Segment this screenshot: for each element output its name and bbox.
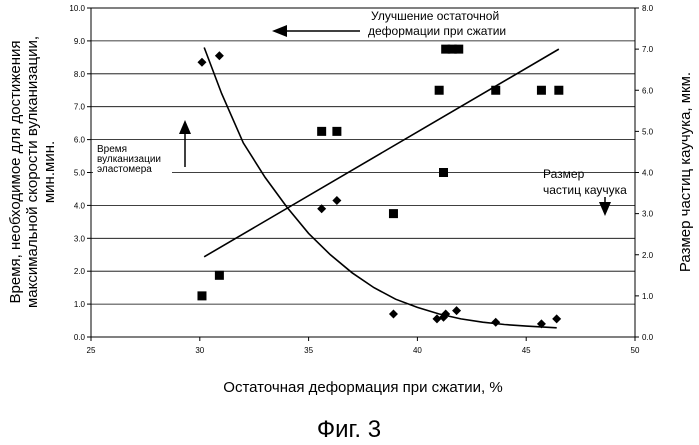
square-point-5 [434, 85, 444, 95]
annotation-compression: Улучшение остаточной деформации при сжат… [272, 9, 506, 38]
square-point-3 [332, 126, 342, 136]
x-tick-label-0: 25 [87, 346, 96, 355]
left-y-tick-label-4: 4.0 [74, 201, 86, 210]
annotation-compression-line-2: деформации при сжатии [368, 24, 506, 38]
square-point-9 [454, 44, 464, 54]
square-point-4 [388, 209, 398, 219]
left-y-axis-title-line-2: максимальной скорости вулканизации, [24, 36, 41, 308]
left-y-tick-labels: 0.0 1.0 2.0 3.0 4.0 5.0 6.0 7.0 8.0 9.0 10.0 [69, 4, 85, 342]
x-tick-label-4: 45 [522, 346, 531, 355]
annotation-cure-time-line-2: вулканизации [97, 154, 161, 165]
left-y-tick-label-3: 3.0 [74, 234, 86, 243]
right-y-tick-label-3: 3.0 [642, 210, 654, 219]
right-y-tick-label-8: 8.0 [642, 4, 654, 13]
left-y-tick-label-5: 5.0 [74, 169, 86, 178]
annotation-cure-time-arrow-head [179, 120, 191, 134]
diamond-point-5 [432, 314, 442, 324]
square-point-11 [536, 85, 546, 95]
left-y-axis-title-line-3: мин.мин. [41, 141, 58, 203]
diamond-point-10 [536, 319, 546, 329]
square-point-6 [439, 168, 449, 177]
right-y-axis-title: Размер частиц каучука, мкм. [677, 72, 694, 272]
grid-lines [91, 40, 635, 305]
figure-caption: Фиг. 3 [317, 416, 381, 443]
x-tick-label-5: 50 [631, 346, 640, 355]
right-y-tick-label-4: 4.0 [642, 169, 654, 178]
annotation-cure-time-line-3: эластомера [97, 164, 152, 175]
diamond-point-8 [452, 306, 462, 316]
x-tick-labels: 25 30 35 40 45 50 [87, 346, 640, 355]
left-y-axis-title: Время, необходимое для достижения максим… [7, 36, 58, 308]
square-point-1 [214, 270, 224, 280]
left-y-tick-label-10: 10.0 [69, 4, 85, 13]
x-axis-title: Остаточная деформация при сжатии, % [223, 379, 502, 396]
right-y-tick-label-2: 2.0 [642, 251, 654, 260]
square-point-10 [491, 85, 501, 95]
right-y-tick-label-7: 7.0 [642, 45, 654, 54]
square-point-7 [441, 44, 451, 54]
left-y-tick-label-7: 7.0 [74, 103, 86, 112]
annotation-particle-line-1: Размер [543, 167, 585, 181]
right-y-tick-labels: 0.0 1.0 2.0 3.0 4.0 5.0 6.0 7.0 8.0 [642, 4, 654, 342]
fit-line-particle-size [203, 48, 560, 258]
annotation-particle-arrow-head [599, 202, 611, 216]
left-y-tick-label-1: 1.0 [74, 300, 86, 309]
annotation-cure-time: Время вулканизации эластомера [93, 120, 191, 175]
diamond-point-11 [552, 314, 562, 324]
annotation-particle-line-2: частиц каучука [543, 183, 627, 197]
diamond-point-4 [388, 309, 398, 319]
left-y-tick-label-0: 0.0 [74, 333, 86, 342]
x-tick-label-3: 40 [413, 346, 422, 355]
annotation-cure-time-line-1: Время [97, 144, 127, 155]
diamond-point-2 [317, 204, 327, 214]
left-y-tick-label-9: 9.0 [74, 37, 86, 46]
x-tick-label-1: 30 [195, 346, 204, 355]
tick-marks [87, 7, 639, 341]
diamond-point-0 [197, 57, 207, 67]
diamond-point-1 [214, 51, 224, 61]
fit-curve-cure-time [203, 47, 557, 329]
annotation-compression-line-1: Улучшение остаточной [371, 9, 499, 23]
annotation-particle-size: Размер частиц каучука [543, 167, 627, 216]
left-y-tick-label-2: 2.0 [74, 267, 86, 276]
square-point-0 [197, 291, 207, 301]
left-y-tick-label-8: 8.0 [74, 70, 86, 79]
square-point-2 [317, 126, 327, 136]
diamond-point-3 [332, 195, 342, 205]
right-y-tick-label-5: 5.0 [642, 127, 654, 136]
diamond-point-9 [491, 317, 501, 327]
annotation-cure-time-box [93, 141, 172, 174]
data-points [197, 44, 564, 329]
square-point-8 [447, 44, 457, 54]
right-y-tick-label-0: 0.0 [642, 333, 654, 342]
square-point-12 [554, 85, 564, 95]
right-y-tick-label-1: 1.0 [642, 292, 654, 301]
fit-lines [203, 47, 560, 329]
right-y-tick-label-6: 6.0 [642, 86, 654, 95]
left-y-tick-label-6: 6.0 [74, 136, 86, 145]
left-y-axis-title-line-1: Время, необходимое для достижения [7, 41, 24, 304]
diamond-point-7 [441, 309, 451, 319]
x-tick-label-2: 35 [304, 346, 313, 355]
annotation-compression-arrow-head [272, 25, 287, 37]
